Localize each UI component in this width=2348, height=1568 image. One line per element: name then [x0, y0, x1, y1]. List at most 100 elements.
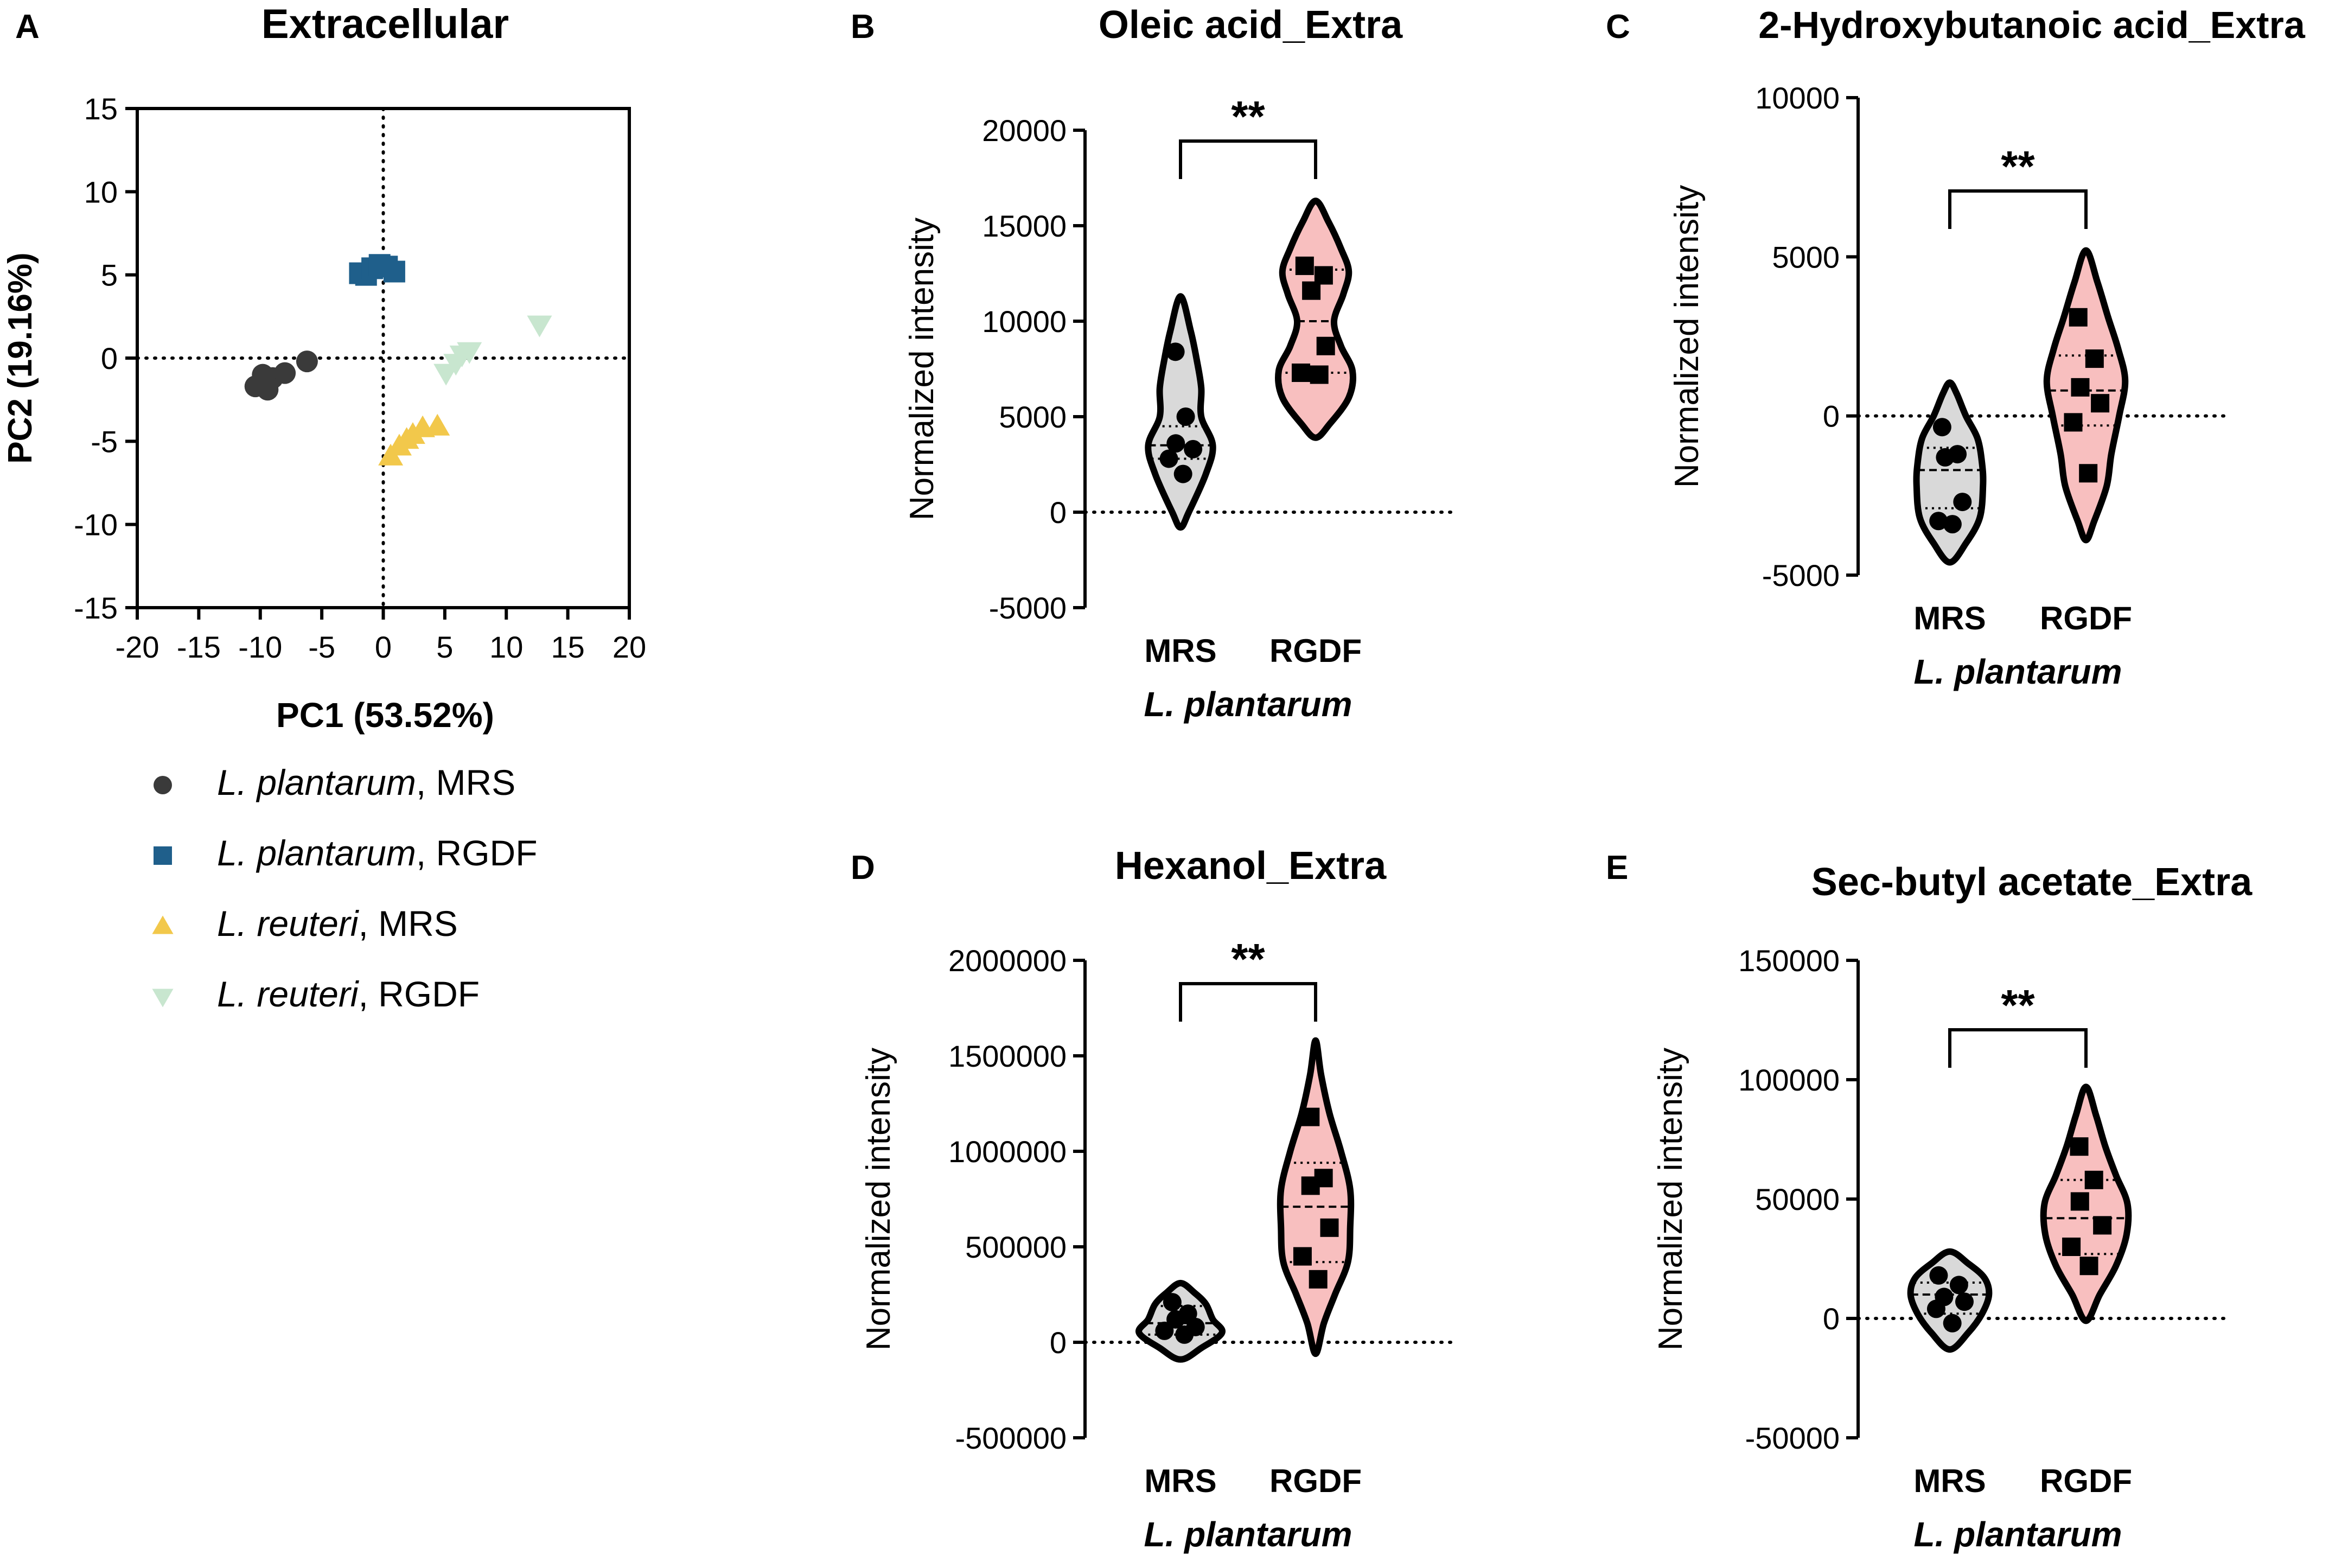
- panel-e-point-mrs: [1943, 1314, 1962, 1333]
- panel-e-point-rgdf: [2093, 1216, 2112, 1235]
- panel-b-category-label: MRS: [1144, 633, 1216, 669]
- panel-d-point-rgdf: [1301, 1176, 1320, 1195]
- panel-c-title: 2-Hydroxybutanoic acid_Extra: [1758, 4, 2306, 46]
- panel-d-point-rgdf: [1301, 1107, 1320, 1126]
- panel-b-ylabel: Normalized intensity: [903, 218, 941, 520]
- panel-b-point-mrs: [1166, 342, 1185, 361]
- panel-e-category-label: RGDF: [2040, 1463, 2132, 1499]
- panel-b-point-mrs: [1173, 464, 1192, 483]
- panel-d-y-tick-label: 1500000: [948, 1039, 1067, 1073]
- panel-e-point-rgdf: [2070, 1192, 2089, 1211]
- panel-c-point-mrs: [1943, 515, 1962, 534]
- panel-a-x-tick-label: 15: [551, 630, 584, 664]
- panel-a-ylabel: PC2 (19.16%): [2, 252, 39, 463]
- panel-a-point-triangle-down: [527, 315, 552, 337]
- panel-a-point-circle: [274, 362, 296, 384]
- panel-e-y-tick-label: 100000: [1738, 1063, 1840, 1097]
- panel-c-y-tick-label: -5000: [1762, 558, 1840, 592]
- panel-a-point-triangle-up: [425, 413, 450, 436]
- legend-label: L. plantarum, RGDF: [217, 833, 538, 873]
- panel-b-category-label: RGDF: [1269, 633, 1362, 669]
- panel-e-category-label: MRS: [1913, 1463, 1986, 1499]
- panel-a-legend: L. plantarum, MRS L. plantarum, RGDF L. re…: [152, 762, 538, 1014]
- panel-letter-c: C: [1606, 8, 1630, 46]
- panel-d-point-mrs: [1175, 1325, 1194, 1344]
- panel-d-y-tick-label: 500000: [965, 1230, 1067, 1264]
- panel-e-point-rgdf: [2084, 1170, 2103, 1189]
- legend-label-species: L. plantarum: [217, 762, 416, 802]
- panel-letter-e: E: [1606, 849, 1628, 887]
- panel-e-point-mrs: [1926, 1299, 1945, 1318]
- legend-label: L. plantarum, MRS: [217, 762, 515, 802]
- panel-c-point-mrs: [1929, 512, 1948, 531]
- legend-label-species: L. reuteri: [217, 974, 360, 1014]
- panel-letter-a: A: [15, 8, 40, 46]
- panel-c-point-rgdf: [2085, 349, 2104, 368]
- panel-c-point-rgdf: [2064, 413, 2083, 432]
- panel-d-category-label: RGDF: [1269, 1463, 1362, 1499]
- panel-e-point-rgdf: [2062, 1238, 2081, 1256]
- panel-a-x-tick-label: -20: [116, 630, 159, 664]
- panel-c-point-rgdf: [2079, 464, 2098, 483]
- panel-d-point-rgdf: [1293, 1247, 1312, 1266]
- panel-c-violin-mrs: [1913, 379, 1987, 566]
- panel-a-point-circle: [296, 350, 318, 373]
- panel-b-significance-label: **: [1231, 92, 1265, 141]
- panel-a-y-tick-label: 0: [101, 341, 118, 375]
- panel-a-x-tick-label: 5: [436, 630, 453, 664]
- panel-b-significance-bracket: [1179, 139, 1317, 179]
- panel-a-y-tick-label: -15: [74, 591, 118, 625]
- panel-d-xlabel: L. plantarum: [1144, 1515, 1352, 1554]
- panel-e-ylabel: Normalized intensity: [1652, 1048, 1689, 1350]
- panel-e-title: Sec-butyl acetate_Extra: [1811, 861, 2253, 904]
- panel-b-y-tick-label: 10000: [982, 304, 1067, 339]
- panel-a-y-tick-label: -5: [91, 424, 118, 458]
- panel-b-y-tick-label: 20000: [982, 113, 1067, 148]
- panel-b-point-rgdf: [1295, 256, 1314, 275]
- panel-a-y-tick-label: -10: [74, 508, 118, 542]
- panel-b-violin-rgdf: [1275, 197, 1356, 441]
- panel-c-point-mrs: [1953, 493, 1972, 512]
- panel-c-violin: 2-Hydroxybutanoic acid_Extra Normalized i…: [1668, 4, 2306, 691]
- panel-c-y-tick-label: 0: [1823, 399, 1840, 434]
- legend-label: L. reuteri, MRS: [217, 903, 458, 944]
- legend-marker-triangle-up: [152, 915, 174, 934]
- panel-b-y-tick-label: 15000: [982, 209, 1067, 243]
- panel-d-y-tick-label: 0: [1050, 1325, 1067, 1360]
- panel-d-category-label: MRS: [1144, 1463, 1216, 1499]
- panel-a-y-tick-label: 15: [84, 92, 118, 126]
- panel-a-x-tick-label: 0: [375, 630, 392, 664]
- panel-d-point-rgdf: [1309, 1270, 1328, 1289]
- legend-label-species: L. reuteri: [217, 903, 360, 944]
- panel-a-point-triangle-down: [457, 342, 482, 364]
- panel-d-violin-rgdf: [1277, 1037, 1355, 1357]
- panel-b-point-rgdf: [1310, 365, 1329, 384]
- panel-e-y-tick-label: 50000: [1755, 1182, 1840, 1216]
- panel-c-point-rgdf: [2091, 394, 2110, 413]
- panel-e-xlabel: L. plantarum: [1913, 1515, 2122, 1554]
- panel-d-point-rgdf: [1320, 1218, 1339, 1237]
- legend-marker-circle: [154, 776, 172, 794]
- legend-label-species: L. plantarum: [217, 833, 416, 873]
- panel-b-point-rgdf: [1316, 336, 1335, 355]
- legend-label: L. reuteri, RGDF: [217, 974, 480, 1014]
- panel-a-x-tick-label: -15: [177, 630, 221, 664]
- panel-c-xlabel: L. plantarum: [1913, 652, 2122, 691]
- panel-e-point-rgdf: [2070, 1137, 2089, 1156]
- panel-c-ylabel: Normalized intensity: [1668, 185, 1706, 488]
- panel-a-x-tick-label: 10: [489, 630, 523, 664]
- panel-d-point-mrs: [1166, 1310, 1185, 1329]
- panel-b-point-mrs: [1176, 407, 1195, 426]
- panel-d-violin: Hexanol_Extra Normalized intensity 2000000…: [860, 844, 1457, 1554]
- panel-c-point-mrs: [1936, 448, 1955, 467]
- legend-label-medium: , MRS: [416, 762, 515, 802]
- legend-marker-triangle-down: [152, 989, 174, 1008]
- panel-e-point-mrs: [1949, 1276, 1968, 1295]
- panel-d-ylabel: Normalized intensity: [860, 1048, 897, 1350]
- panel-b-xlabel: L. plantarum: [1144, 685, 1352, 724]
- panel-a-pca-scatter: Extracellular PC2 (19.16%) PC1 (53.52%) …: [2, 1, 646, 1014]
- panel-c-significance-label: **: [2001, 142, 2035, 190]
- panel-e-point-rgdf: [2079, 1257, 2098, 1276]
- panel-d-y-tick-label: 2000000: [948, 944, 1067, 978]
